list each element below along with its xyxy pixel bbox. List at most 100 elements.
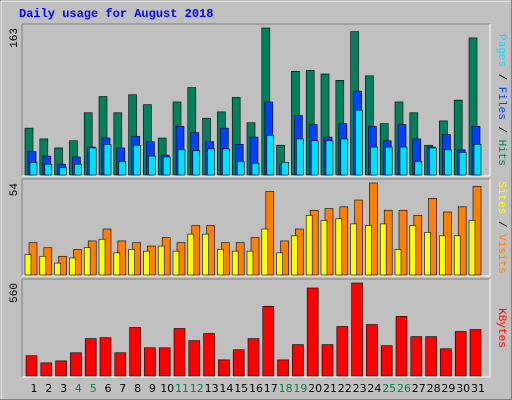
bar [144, 347, 156, 377]
x-tick-label: 4 [75, 382, 82, 395]
bar [292, 344, 304, 377]
bar [246, 250, 254, 276]
bar [133, 144, 141, 176]
bar [247, 338, 260, 377]
bar [410, 336, 423, 377]
legend: Pages / Files / Hits [495, 34, 507, 166]
bar [310, 140, 319, 176]
bar [454, 331, 467, 377]
bar [113, 252, 121, 276]
bar [458, 152, 467, 176]
y-tick-label: 163 [9, 28, 21, 48]
bar [320, 220, 328, 276]
bar [192, 150, 201, 176]
y-tick-label: 560 [9, 283, 21, 303]
legend: KBytes [495, 308, 507, 348]
bar [429, 147, 437, 176]
bar [350, 223, 357, 276]
bar [187, 233, 195, 276]
x-tick-label: 2 [45, 382, 52, 395]
bar [399, 146, 408, 176]
bar [88, 147, 97, 176]
bar [99, 337, 112, 377]
bar [306, 287, 319, 377]
bar [59, 167, 67, 176]
bar [380, 345, 393, 377]
bar [202, 233, 209, 276]
x-tick-label: 7 [119, 382, 126, 395]
bar [473, 144, 482, 176]
bar [366, 324, 378, 377]
bar [335, 218, 343, 276]
bar [325, 140, 334, 176]
legend-entry: Files [495, 87, 507, 120]
bar [218, 359, 230, 377]
x-tick-label: 15 [234, 382, 248, 395]
legend-separator: / [495, 67, 507, 87]
bar [84, 338, 97, 377]
x-tick-label: 12 [190, 382, 204, 395]
bar [39, 255, 47, 276]
bar [24, 254, 32, 276]
bar [394, 249, 402, 276]
legend-entry: Pages [495, 34, 507, 67]
bar [409, 225, 417, 276]
x-tick-label: 18 [279, 382, 293, 395]
bar [281, 162, 289, 176]
bar [83, 247, 91, 276]
bar [129, 327, 141, 377]
legend-entry: Hits [495, 140, 507, 166]
bar [143, 250, 150, 276]
bar [25, 355, 38, 377]
bar [276, 252, 283, 276]
x-tick-label: 30 [456, 382, 470, 395]
x-tick-label: 26 [397, 382, 411, 395]
bar [251, 162, 260, 176]
bar [98, 238, 106, 276]
x-tick-label: 13 [205, 382, 219, 395]
bar [103, 144, 112, 176]
bar [370, 146, 378, 176]
legend-separator: / [495, 214, 507, 234]
x-tick-label: 22 [338, 382, 352, 395]
bar [148, 155, 156, 176]
chart-title: Daily usage for August 2018 [19, 7, 213, 21]
bar [469, 329, 482, 377]
bar [188, 340, 201, 377]
x-tick-label: 28 [427, 382, 441, 395]
bar [207, 148, 215, 176]
bar [74, 163, 82, 176]
bar [468, 220, 476, 276]
bar [54, 262, 61, 276]
bar [414, 161, 423, 176]
bar [217, 249, 224, 276]
bar [336, 326, 349, 377]
bar [424, 232, 431, 276]
bar [55, 360, 67, 377]
x-tick-label: 23 [353, 382, 367, 395]
bar [384, 146, 393, 176]
bar [173, 328, 186, 377]
bar [128, 249, 135, 276]
bar [291, 235, 298, 276]
x-tick-label: 17 [264, 382, 278, 395]
bar [203, 333, 215, 377]
bar [158, 347, 171, 377]
x-tick-label: 16 [249, 382, 263, 395]
bar [425, 336, 437, 377]
x-tick-label: 27 [412, 382, 426, 395]
bar [157, 245, 165, 276]
bar [29, 162, 38, 176]
bar [355, 109, 363, 176]
bar [114, 352, 127, 377]
bar [232, 349, 245, 377]
bar [261, 228, 269, 276]
x-tick-label: 10 [160, 382, 174, 395]
bar [118, 161, 127, 176]
bar [351, 282, 363, 377]
bar [70, 352, 82, 377]
legend-separator: / [495, 120, 507, 140]
bar [340, 138, 349, 176]
legend-entry: Sites [495, 181, 507, 214]
